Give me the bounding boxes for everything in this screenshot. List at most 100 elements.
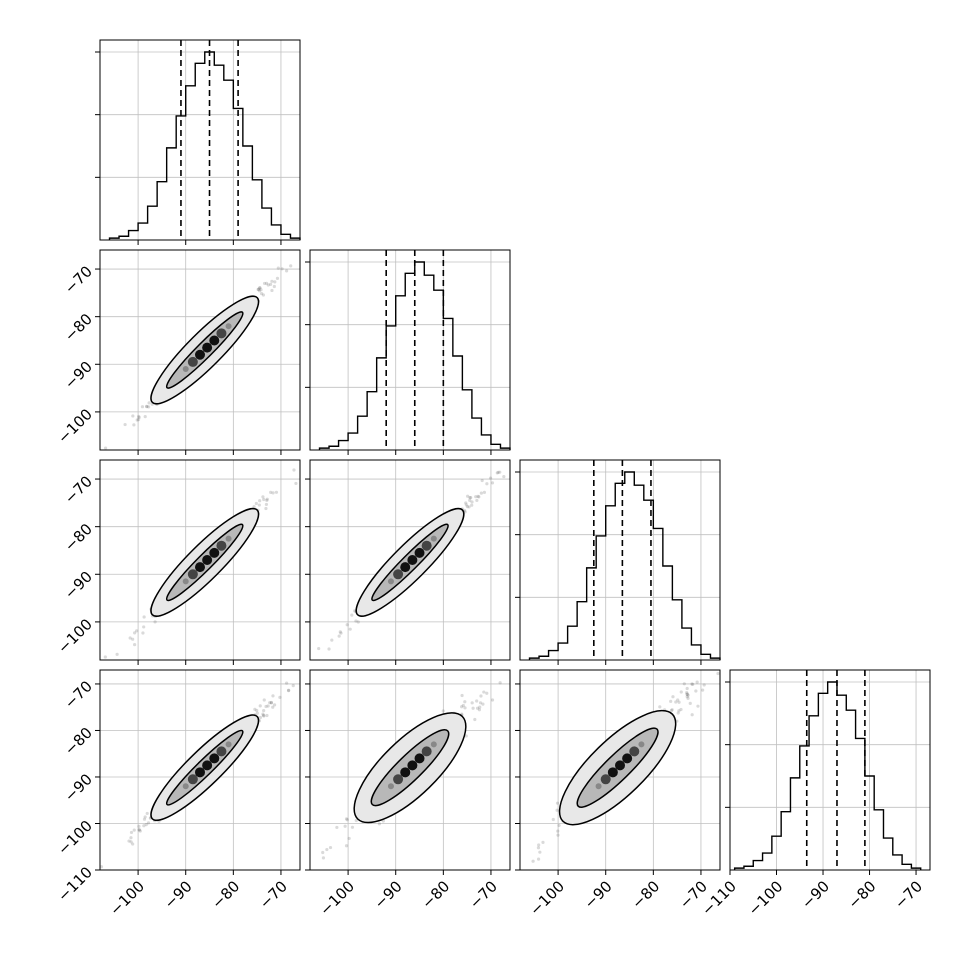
scatter-point xyxy=(468,495,472,500)
scatter-point xyxy=(463,706,467,710)
scatter-point xyxy=(271,694,275,698)
scatter-point xyxy=(147,401,151,405)
histogram-panel-2 xyxy=(515,459,721,665)
scatter-point xyxy=(285,681,289,685)
x-tick-label: −90 xyxy=(371,877,406,912)
scatter-point xyxy=(129,840,133,844)
x-tick-label: −70 xyxy=(891,877,926,912)
scatter-point xyxy=(343,824,347,828)
panel-frame xyxy=(99,249,301,451)
scatter-point xyxy=(99,865,104,869)
scatter-point xyxy=(377,822,381,826)
x-tick-label: −70 xyxy=(256,877,291,912)
pair-panel-0-2 xyxy=(95,459,301,665)
scatter-point xyxy=(286,688,291,692)
scatter-point xyxy=(474,495,478,499)
scatter-point xyxy=(261,495,265,499)
scatter-point xyxy=(345,818,349,822)
scatter-point xyxy=(265,713,269,718)
scatter-point xyxy=(272,703,277,707)
scatter-point xyxy=(536,846,541,850)
scatter-point xyxy=(464,503,468,507)
scatter-point xyxy=(686,696,690,700)
scatter-point xyxy=(556,829,560,833)
scatter-point xyxy=(135,418,139,422)
density-dot xyxy=(407,760,418,771)
scatter-point xyxy=(258,715,263,720)
scatter-point xyxy=(269,490,273,495)
scatter-point xyxy=(347,836,351,841)
scatter-point xyxy=(685,690,689,695)
histogram-grid xyxy=(729,670,930,870)
density-dot xyxy=(182,578,189,585)
y-tick-label: −90 xyxy=(61,770,96,805)
histogram-step-line xyxy=(733,681,922,870)
scatter-point xyxy=(481,702,485,706)
scatter-point xyxy=(682,682,686,686)
scatter-point xyxy=(255,711,259,715)
density-dot xyxy=(182,366,189,373)
panel-frame xyxy=(99,39,301,241)
scatter-point xyxy=(261,713,266,717)
scatter-point xyxy=(142,625,146,629)
scatter-point xyxy=(133,631,137,635)
scatter-point xyxy=(259,288,263,292)
density-dot xyxy=(622,753,633,764)
density-dot xyxy=(202,760,213,771)
density-dot xyxy=(216,328,227,339)
density-dot xyxy=(387,578,394,585)
pair-panel-0-3 xyxy=(95,669,301,875)
scatter-point xyxy=(132,423,136,427)
x-tick-label: −100 xyxy=(316,877,358,919)
scatter-point xyxy=(477,708,481,712)
density-dot xyxy=(216,746,227,757)
scatter-point xyxy=(252,505,256,509)
scatter-point xyxy=(271,705,275,709)
density-dot xyxy=(225,535,232,542)
scatter-point xyxy=(485,482,489,486)
scatter-point xyxy=(669,699,673,703)
density-dot xyxy=(430,535,437,542)
density-dot xyxy=(387,783,394,790)
scatter-point xyxy=(694,689,698,693)
x-tick-label: −100 xyxy=(745,877,787,919)
scatter-point xyxy=(470,500,474,504)
scatter-point xyxy=(137,828,141,832)
scatter-point xyxy=(135,629,139,633)
x-tick-label: −90 xyxy=(798,877,833,912)
scatter-point xyxy=(479,491,483,495)
y-tick-label: −80 xyxy=(61,724,96,759)
scatter-point xyxy=(258,286,262,290)
scatter-point xyxy=(478,701,483,705)
density-dot xyxy=(400,562,411,573)
density-dot xyxy=(414,753,425,764)
scatter-point xyxy=(537,843,541,847)
x-tick-label: −80 xyxy=(628,877,663,912)
scatter-point xyxy=(272,284,276,289)
scatter-point xyxy=(475,498,479,503)
scatter-point xyxy=(325,847,329,852)
scatter-point xyxy=(690,713,694,717)
scatter-point xyxy=(131,414,135,418)
y-tick-label: −70 xyxy=(61,262,96,297)
density-dot xyxy=(225,323,232,330)
scatter-point xyxy=(701,688,705,692)
scatter-point xyxy=(555,808,559,812)
x-tick-label: −100 xyxy=(106,877,148,919)
scatter-point xyxy=(496,470,500,474)
scatter-point xyxy=(337,634,341,638)
scatter-point xyxy=(679,690,683,694)
scatter-point xyxy=(143,815,147,819)
scatter-point xyxy=(339,631,343,635)
x-tick-label: −80 xyxy=(208,877,243,912)
scatter-point xyxy=(475,706,480,710)
scatter-point xyxy=(145,405,149,409)
scatter-point xyxy=(676,698,680,702)
scatter-point xyxy=(490,481,495,485)
scatter-point xyxy=(271,491,275,495)
scatter-point xyxy=(292,468,296,472)
scatter-point xyxy=(270,288,274,293)
density-dot xyxy=(629,746,640,757)
scatter-point xyxy=(479,694,483,698)
scatter-point xyxy=(670,708,674,712)
